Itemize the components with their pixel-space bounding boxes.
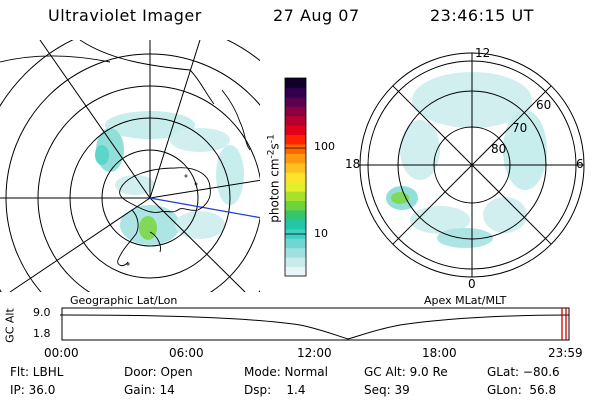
time-tick-0: 00:00 bbox=[44, 346, 79, 360]
colorbar-swatch bbox=[285, 181, 306, 192]
colorbar-swatch bbox=[285, 266, 306, 277]
colorbar-swatch bbox=[285, 78, 306, 88]
colorbar-swatch bbox=[285, 106, 306, 117]
time-tick-1: 06:00 bbox=[169, 346, 204, 360]
colorbar-swatch bbox=[285, 125, 306, 136]
mlat-label-80: 80 bbox=[491, 142, 507, 156]
mode-status: Mode: Normal bbox=[244, 365, 328, 379]
colorbar-unit-label: photon cm-2s-1 bbox=[266, 134, 282, 223]
observation-time: 23:46:15 UT bbox=[430, 6, 534, 25]
altitude-axis-label: GC Alt bbox=[3, 308, 17, 343]
colorbar-swatch bbox=[285, 238, 306, 249]
time-tick-4: 23:59 bbox=[548, 346, 583, 360]
gain-status: Gain: 14 bbox=[124, 383, 175, 397]
colorbar-swatch bbox=[285, 134, 306, 145]
magnetic-polar-plot bbox=[359, 52, 585, 278]
left-panel-caption: Geographic Lat/Lon bbox=[70, 294, 178, 307]
mlt-label-0: 0 bbox=[468, 277, 476, 291]
seq-status: Seq: 39 bbox=[364, 383, 410, 397]
filter-status: Flt: LBHL bbox=[10, 365, 64, 379]
aurora-emission-right bbox=[386, 72, 547, 248]
colorbar-swatch bbox=[285, 257, 306, 268]
gc-alt-status: GC Alt: 9.0 Re bbox=[364, 365, 448, 379]
colorbar-swatch bbox=[285, 96, 306, 107]
time-tick-3: 18:00 bbox=[422, 346, 457, 360]
mlt-label-12: 12 bbox=[475, 46, 491, 60]
glat-status: GLat: −80.6 bbox=[487, 365, 560, 379]
time-tick-2: 12:00 bbox=[297, 346, 332, 360]
mlt-label-6: 6 bbox=[576, 157, 584, 171]
colorbar-swatch bbox=[285, 144, 306, 154]
colorbar-swatch bbox=[285, 172, 306, 183]
altitude-tick-high: 9.0 bbox=[33, 306, 51, 319]
colorbar-swatch bbox=[285, 87, 306, 98]
mlat-label-70: 70 bbox=[512, 121, 528, 135]
colorbar-swatch bbox=[285, 162, 306, 173]
colorbar-swatch bbox=[285, 191, 306, 202]
colorbar-swatch bbox=[285, 210, 306, 220]
ip-status: IP: 36.0 bbox=[10, 383, 56, 397]
colorbar-swatch bbox=[285, 200, 306, 211]
glon-status: GLon: 56.8 bbox=[487, 383, 557, 397]
colorbar-swatch bbox=[285, 247, 306, 258]
colorbar bbox=[284, 77, 307, 277]
mlt-label-18: 18 bbox=[345, 157, 361, 171]
altitude-tick-low: 1.8 bbox=[33, 327, 51, 340]
altitude-plot bbox=[60, 307, 570, 341]
mlat-label-60: 60 bbox=[536, 98, 552, 112]
instrument-title: Ultraviolet Imager bbox=[48, 6, 202, 25]
colorbar-tick-100: 100 bbox=[314, 140, 335, 153]
geographic-map bbox=[0, 40, 260, 292]
colorbar-swatch bbox=[285, 115, 306, 126]
dsp-status: Dsp: 1.4 bbox=[244, 383, 306, 397]
door-status: Door: Open bbox=[124, 365, 193, 379]
colorbar-tick-10: 10 bbox=[314, 227, 328, 240]
colorbar-swatch bbox=[285, 153, 306, 164]
aurora-emission-left bbox=[95, 111, 244, 245]
right-panel-caption: Apex MLat/MLT bbox=[424, 294, 507, 307]
colorbar-swatch bbox=[285, 219, 306, 230]
observation-date: 27 Aug 07 bbox=[273, 6, 360, 25]
